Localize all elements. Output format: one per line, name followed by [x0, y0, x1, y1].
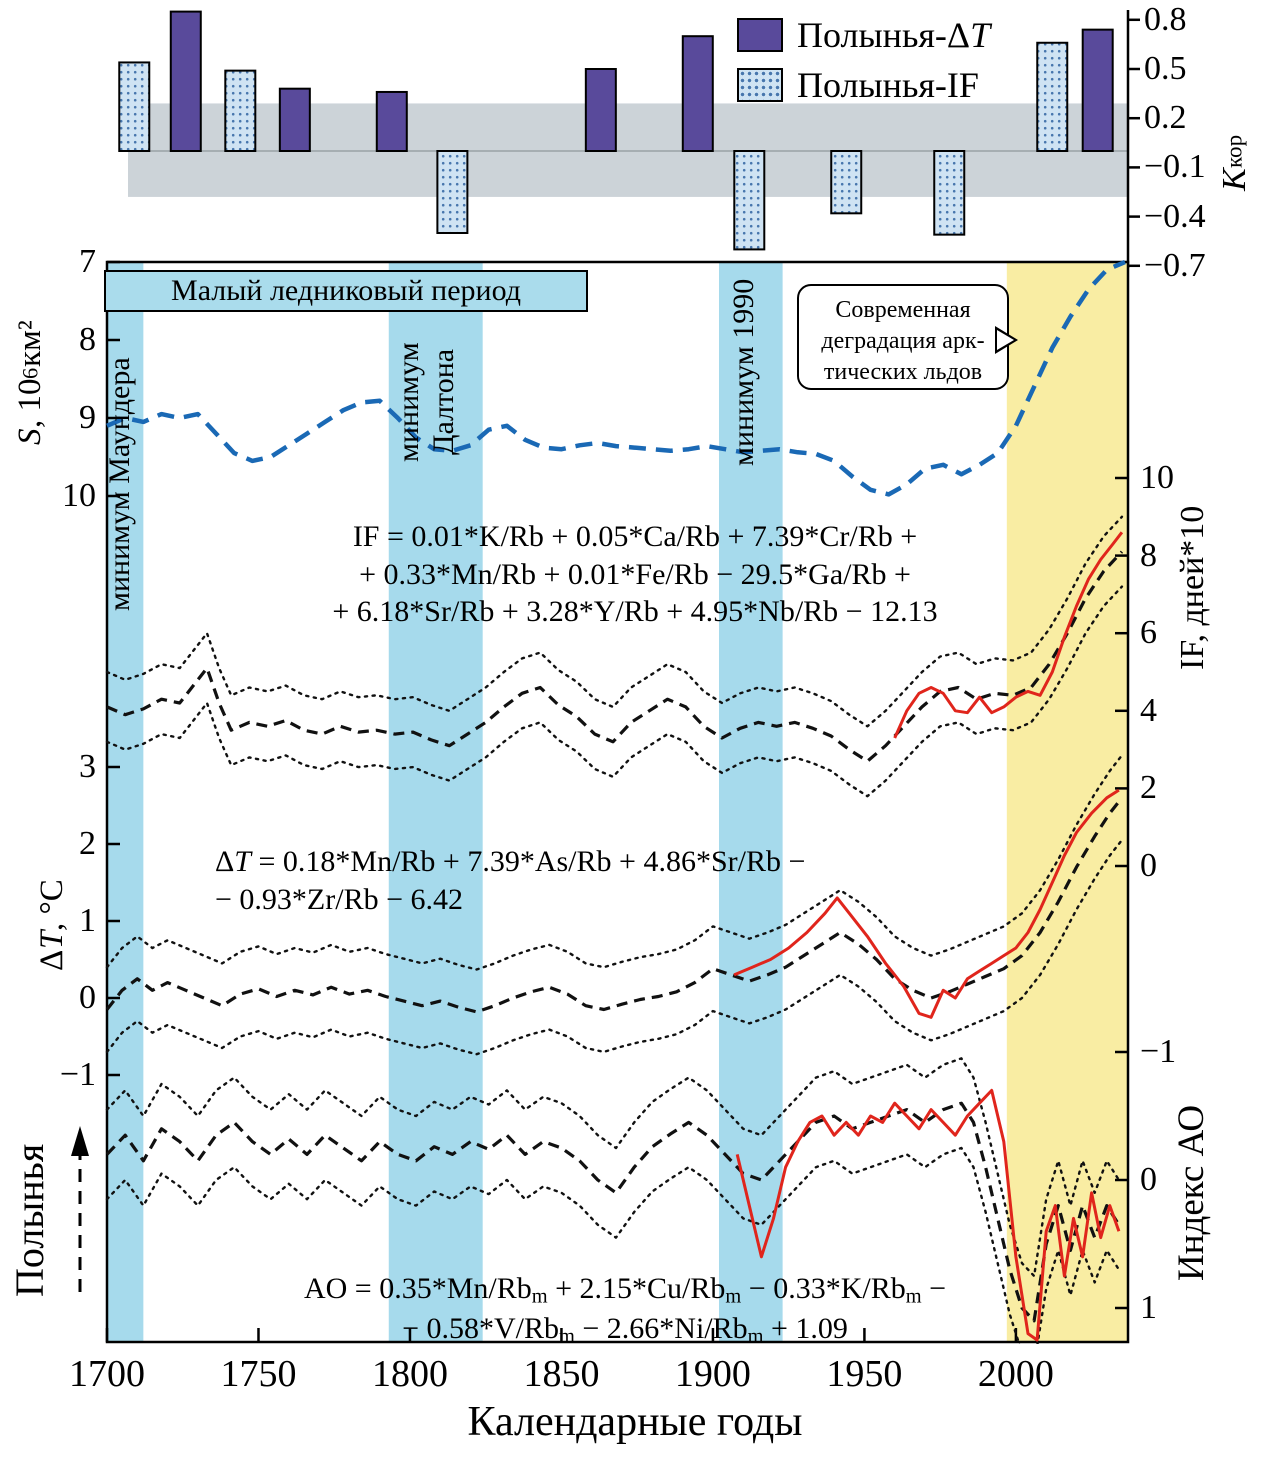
dt_recon-envelope-lower — [105, 838, 1124, 1056]
dt_recon-envelope-upper — [105, 754, 1124, 971]
sea_ice_recon-line — [106, 260, 1126, 497]
if_recon-envelope-lower — [105, 585, 1124, 798]
dt_instrumental-line — [733, 788, 1120, 1019]
if_recon-envelope-upper — [105, 515, 1124, 728]
if-formula-line: + 0.33*Mn/Rb + 0.01*Fe/Rb − 29.5*Ga/Rb + — [359, 557, 911, 591]
correlation-bar-IF — [733, 150, 766, 251]
legend-swatch-if — [737, 68, 783, 102]
dalton-minimum-label-1: минимум — [392, 342, 425, 462]
period-band — [718, 262, 783, 1342]
correlation-bar-IF — [118, 61, 151, 152]
maunder-minimum-label: минимум Маундера — [103, 357, 136, 611]
legend-label-dt: Полынья-ΔT — [797, 15, 991, 55]
ao-axis-label: Индекс АО — [1171, 1104, 1212, 1281]
correlation-bar-IF — [830, 150, 863, 215]
correlation-bar-IF — [933, 150, 966, 236]
correlation-bar-dT — [169, 10, 202, 152]
dt-formula-line: − 0.93*Zr/Rb − 6.42 — [215, 882, 463, 916]
callout-line: Современная — [835, 297, 971, 323]
if-formula-line: + 6.18*Sr/Rb + 3.28*Y/Rb + 4.95*Nb/Rb − … — [332, 595, 938, 628]
correlation-panel — [118, 10, 1140, 268]
correlation-bar-dT — [584, 68, 617, 152]
if-formula-line: IF = 0.01*K/Rb + 0.05*Ca/Rb + 7.39*Cr/Rb… — [352, 520, 918, 553]
period-band — [107, 262, 144, 1342]
callout-line: деградация арк- — [821, 328, 985, 355]
correlation-bar-dT — [1081, 28, 1114, 152]
ao-formula-line: AO = 0.35*Mn/Rbm + 2.15*Cu/Rbm − 0.33*K/… — [303, 1272, 947, 1308]
significance-band — [128, 103, 1128, 197]
legend: Полынья-ΔT Полынья-IF — [737, 16, 990, 116]
if-formula: IF = 0.01*K/Rb + 0.05*Ca/Rb + 7.39*Cr/Rb… — [268, 518, 1002, 631]
if_instrumental-line — [893, 531, 1124, 739]
if-axis-label: IF, дней*10 — [1174, 505, 1211, 671]
correlation-bar-dT — [681, 35, 714, 153]
dt_recon-line — [105, 796, 1124, 1014]
ao-formula-line: − 0.58*V/Rbm − 2.66*Ni/Rbm + 1.09 — [402, 1312, 848, 1348]
legend-item-polynya-if: Полынья-IF — [737, 66, 990, 104]
ao_recon-envelope-lower — [105, 1057, 1121, 1278]
legend-swatch-dt — [737, 18, 783, 52]
series-layer — [105, 260, 1126, 1344]
polynya-arrow-head — [71, 1126, 89, 1156]
legend-item-polynya-dt: Полынья-ΔT — [737, 16, 990, 54]
x-axis-label: Календарные годы — [467, 1399, 803, 1445]
little-ice-age-box: Малый ледниковый период — [104, 270, 588, 312]
ao_instrumental-line — [735, 1088, 1121, 1342]
modern-degradation-callout: Современная деградация арк- тических льд… — [797, 284, 1018, 390]
correlation-bar-IF — [224, 69, 257, 152]
period-band — [1006, 262, 1128, 1342]
sea-ice-axis-label: S, 10 6 км² — [12, 320, 48, 445]
callout-line: тических льдов — [823, 359, 983, 386]
dalton-minimum-label-2: Далтона — [427, 348, 460, 456]
correlation-bar-IF — [1036, 41, 1069, 152]
dt-formula-line: ΔT = 0.18*Mn/Rb + 7.39*As/Rb + 4.86*Sr/R… — [215, 845, 806, 878]
plot-frame — [105, 260, 1130, 1344]
ao-formula: AO = 0.35*Mn/Rbm + 2.15*Cu/Rbm − 0.33*K/… — [258, 1270, 992, 1350]
correlation-bar-IF — [436, 150, 469, 234]
ao_recon-envelope-upper — [105, 1146, 1121, 1344]
legend-label-if: Полынья-IF — [797, 65, 979, 105]
correlation-bar-dT — [278, 87, 311, 152]
polynya-axis-label: Полынья — [7, 1143, 52, 1298]
period-band — [388, 262, 483, 1342]
if_recon-line — [106, 550, 1124, 763]
main-panel — [105, 260, 1130, 1344]
dt-formula: ΔT = 0.18*Mn/Rb + 7.39*As/Rb + 4.86*Sr/R… — [215, 843, 805, 918]
correlation-bar-dT — [375, 90, 408, 152]
minimum-1990-label: минимум 1990 — [727, 278, 760, 466]
